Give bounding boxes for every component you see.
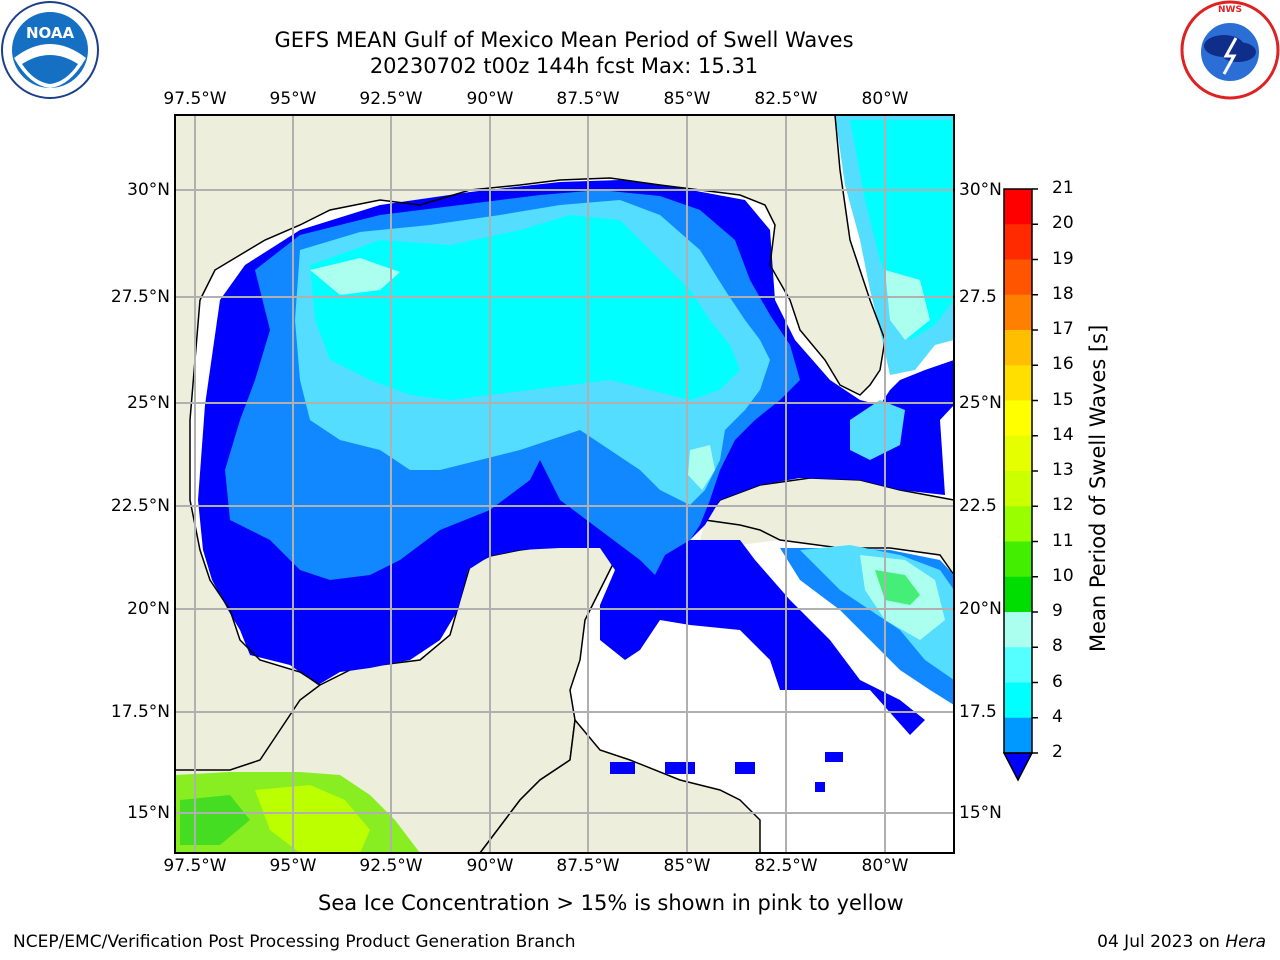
- colorbar-tick-label: 20: [1052, 213, 1074, 234]
- colorbar-segment: [1004, 224, 1032, 260]
- noaa-logo: NOAA: [1, 1, 99, 99]
- lat-label-right: 22.5: [959, 496, 997, 516]
- lon-label-top: 82.5°W: [754, 89, 818, 109]
- speck: [735, 762, 755, 774]
- colorbar-tick-label: 8: [1052, 636, 1063, 657]
- colorbar-segment: [1004, 471, 1032, 507]
- lon-label-bottom: 90°W: [466, 856, 514, 876]
- speck: [815, 782, 825, 792]
- lon-label-top: 95°W: [269, 89, 317, 109]
- lat-label-right: 25°N: [959, 393, 1002, 413]
- colorbar-tick-label: 14: [1052, 424, 1074, 445]
- colorbar-tick-label: 19: [1052, 248, 1074, 269]
- colorbar-segment: [1004, 541, 1032, 578]
- colorbar-segment: [1004, 612, 1032, 648]
- lat-label-left: 30°N: [127, 180, 170, 200]
- lon-label-top: 85°W: [663, 89, 711, 109]
- colorbar-segment: [1004, 576, 1032, 613]
- colorbar-segment: [1004, 189, 1032, 225]
- colorbar-label: Mean Period of Swell Waves [s]: [1086, 324, 1110, 652]
- colorbar-extend-arrow: [1002, 752, 1034, 782]
- colorbar-tick-label: 18: [1052, 283, 1074, 304]
- coastline-west: [189, 299, 321, 686]
- speck: [665, 762, 695, 774]
- colorbar-segment: [1004, 506, 1032, 542]
- atlantic-swell-9s: [885, 270, 930, 340]
- lat-label-left: 17.5°N: [110, 702, 170, 722]
- colorbar-tick-label: 6: [1052, 671, 1063, 692]
- lat-label-left: 15°N: [127, 803, 170, 823]
- central-america-land: [479, 718, 761, 853]
- lat-label-left: 20°N: [127, 599, 170, 619]
- colorbar-tick-label: 17: [1052, 319, 1074, 339]
- lat-label-right: 17.5: [959, 702, 997, 722]
- colorbar-tick-label: 21: [1052, 178, 1074, 198]
- colorbar-segment: [1004, 400, 1032, 437]
- pacific-swell-13s: [255, 785, 370, 853]
- lon-label-top: 97.5°W: [163, 89, 227, 109]
- footer-host: Hera: [1225, 932, 1266, 952]
- lon-label-top: 92.5°W: [359, 89, 423, 109]
- lat-label-right: 15°N: [959, 803, 1002, 823]
- footer-date: 04 Jul 2023 on Hera: [1097, 932, 1266, 952]
- map-subtitle: 20230702 t00z 144h fcst Max: 15.31: [369, 54, 759, 78]
- lon-label-top: 90°W: [466, 89, 514, 109]
- lon-label-top: 80°W: [861, 89, 909, 109]
- swell-8s: [310, 215, 740, 400]
- noaa-logo-text: NOAA: [26, 24, 75, 42]
- lat-label-right: 27.5: [959, 287, 997, 307]
- colorbar-tick-label: 2: [1052, 742, 1063, 762]
- colorbar-segment: [1004, 435, 1032, 472]
- sea-ice-note: Sea Ice Concentration > 15% is shown in …: [318, 891, 904, 915]
- lat-label-left: 22.5°N: [110, 496, 170, 516]
- caribbean-swell-10s: [875, 570, 920, 605]
- cuba-land: [703, 477, 954, 577]
- svg-text:NWS: NWS: [1218, 5, 1242, 15]
- map-title: GEFS MEAN Gulf of Mexico Mean Period of …: [274, 28, 854, 52]
- colorbar-tick-label: 9: [1052, 601, 1063, 621]
- colorbar-segment: [1004, 330, 1032, 366]
- colorbar-tick-label: 13: [1052, 460, 1074, 480]
- lat-label-right: 30°N: [959, 180, 1002, 200]
- lon-label-top: 87.5°W: [556, 89, 620, 109]
- lon-label-bottom: 82.5°W: [754, 856, 818, 876]
- swell-9s-patch-2: [688, 445, 715, 490]
- colorbar-tick-label: 11: [1052, 530, 1074, 551]
- straits-swell-6s: [850, 400, 905, 460]
- colorbar-tick-label: 10: [1052, 565, 1074, 586]
- colorbar-segment: [1004, 365, 1032, 401]
- speck: [825, 752, 843, 762]
- lon-label-bottom: 95°W: [269, 856, 317, 876]
- lon-label-bottom: 80°W: [861, 856, 909, 876]
- lon-label-bottom: 92.5°W: [359, 856, 423, 876]
- colorbar-segment: [1004, 717, 1032, 754]
- colorbar-tick-label: 4: [1052, 706, 1063, 727]
- colorbar: [1002, 188, 1038, 782]
- nws-logo: NWS: [1180, 0, 1280, 100]
- colorbar-tick-label: 15: [1052, 389, 1074, 410]
- lon-label-bottom: 97.5°W: [163, 856, 227, 876]
- lat-label-left: 25°N: [127, 393, 170, 413]
- colorbar-segment: [1004, 259, 1032, 296]
- map-panel: [175, 115, 954, 853]
- lon-label-bottom: 87.5°W: [556, 856, 620, 876]
- footer-date-text: 04 Jul 2023 on: [1097, 932, 1226, 952]
- atlantic-swell-8s: [850, 120, 954, 340]
- colorbar-tick-label: 12: [1052, 495, 1074, 516]
- footer-credit: NCEP/EMC/Verification Post Processing Pr…: [13, 932, 576, 952]
- swell-9s-patch-1: [310, 258, 400, 295]
- graticule: [175, 115, 954, 853]
- coastline: [199, 115, 886, 396]
- pacific-swell-10s: [180, 795, 250, 845]
- colorbar-segment: [1004, 682, 1032, 719]
- colorbar-tick-label: 16: [1052, 354, 1074, 375]
- lat-label-right: 20°N: [959, 599, 1002, 619]
- colorbar-segment: [1004, 647, 1032, 683]
- speck: [610, 762, 635, 774]
- lon-label-bottom: 85°W: [663, 856, 711, 876]
- map-frame: [174, 114, 955, 854]
- lat-label-left: 27.5°N: [110, 287, 170, 307]
- colorbar-segment: [1004, 294, 1032, 331]
